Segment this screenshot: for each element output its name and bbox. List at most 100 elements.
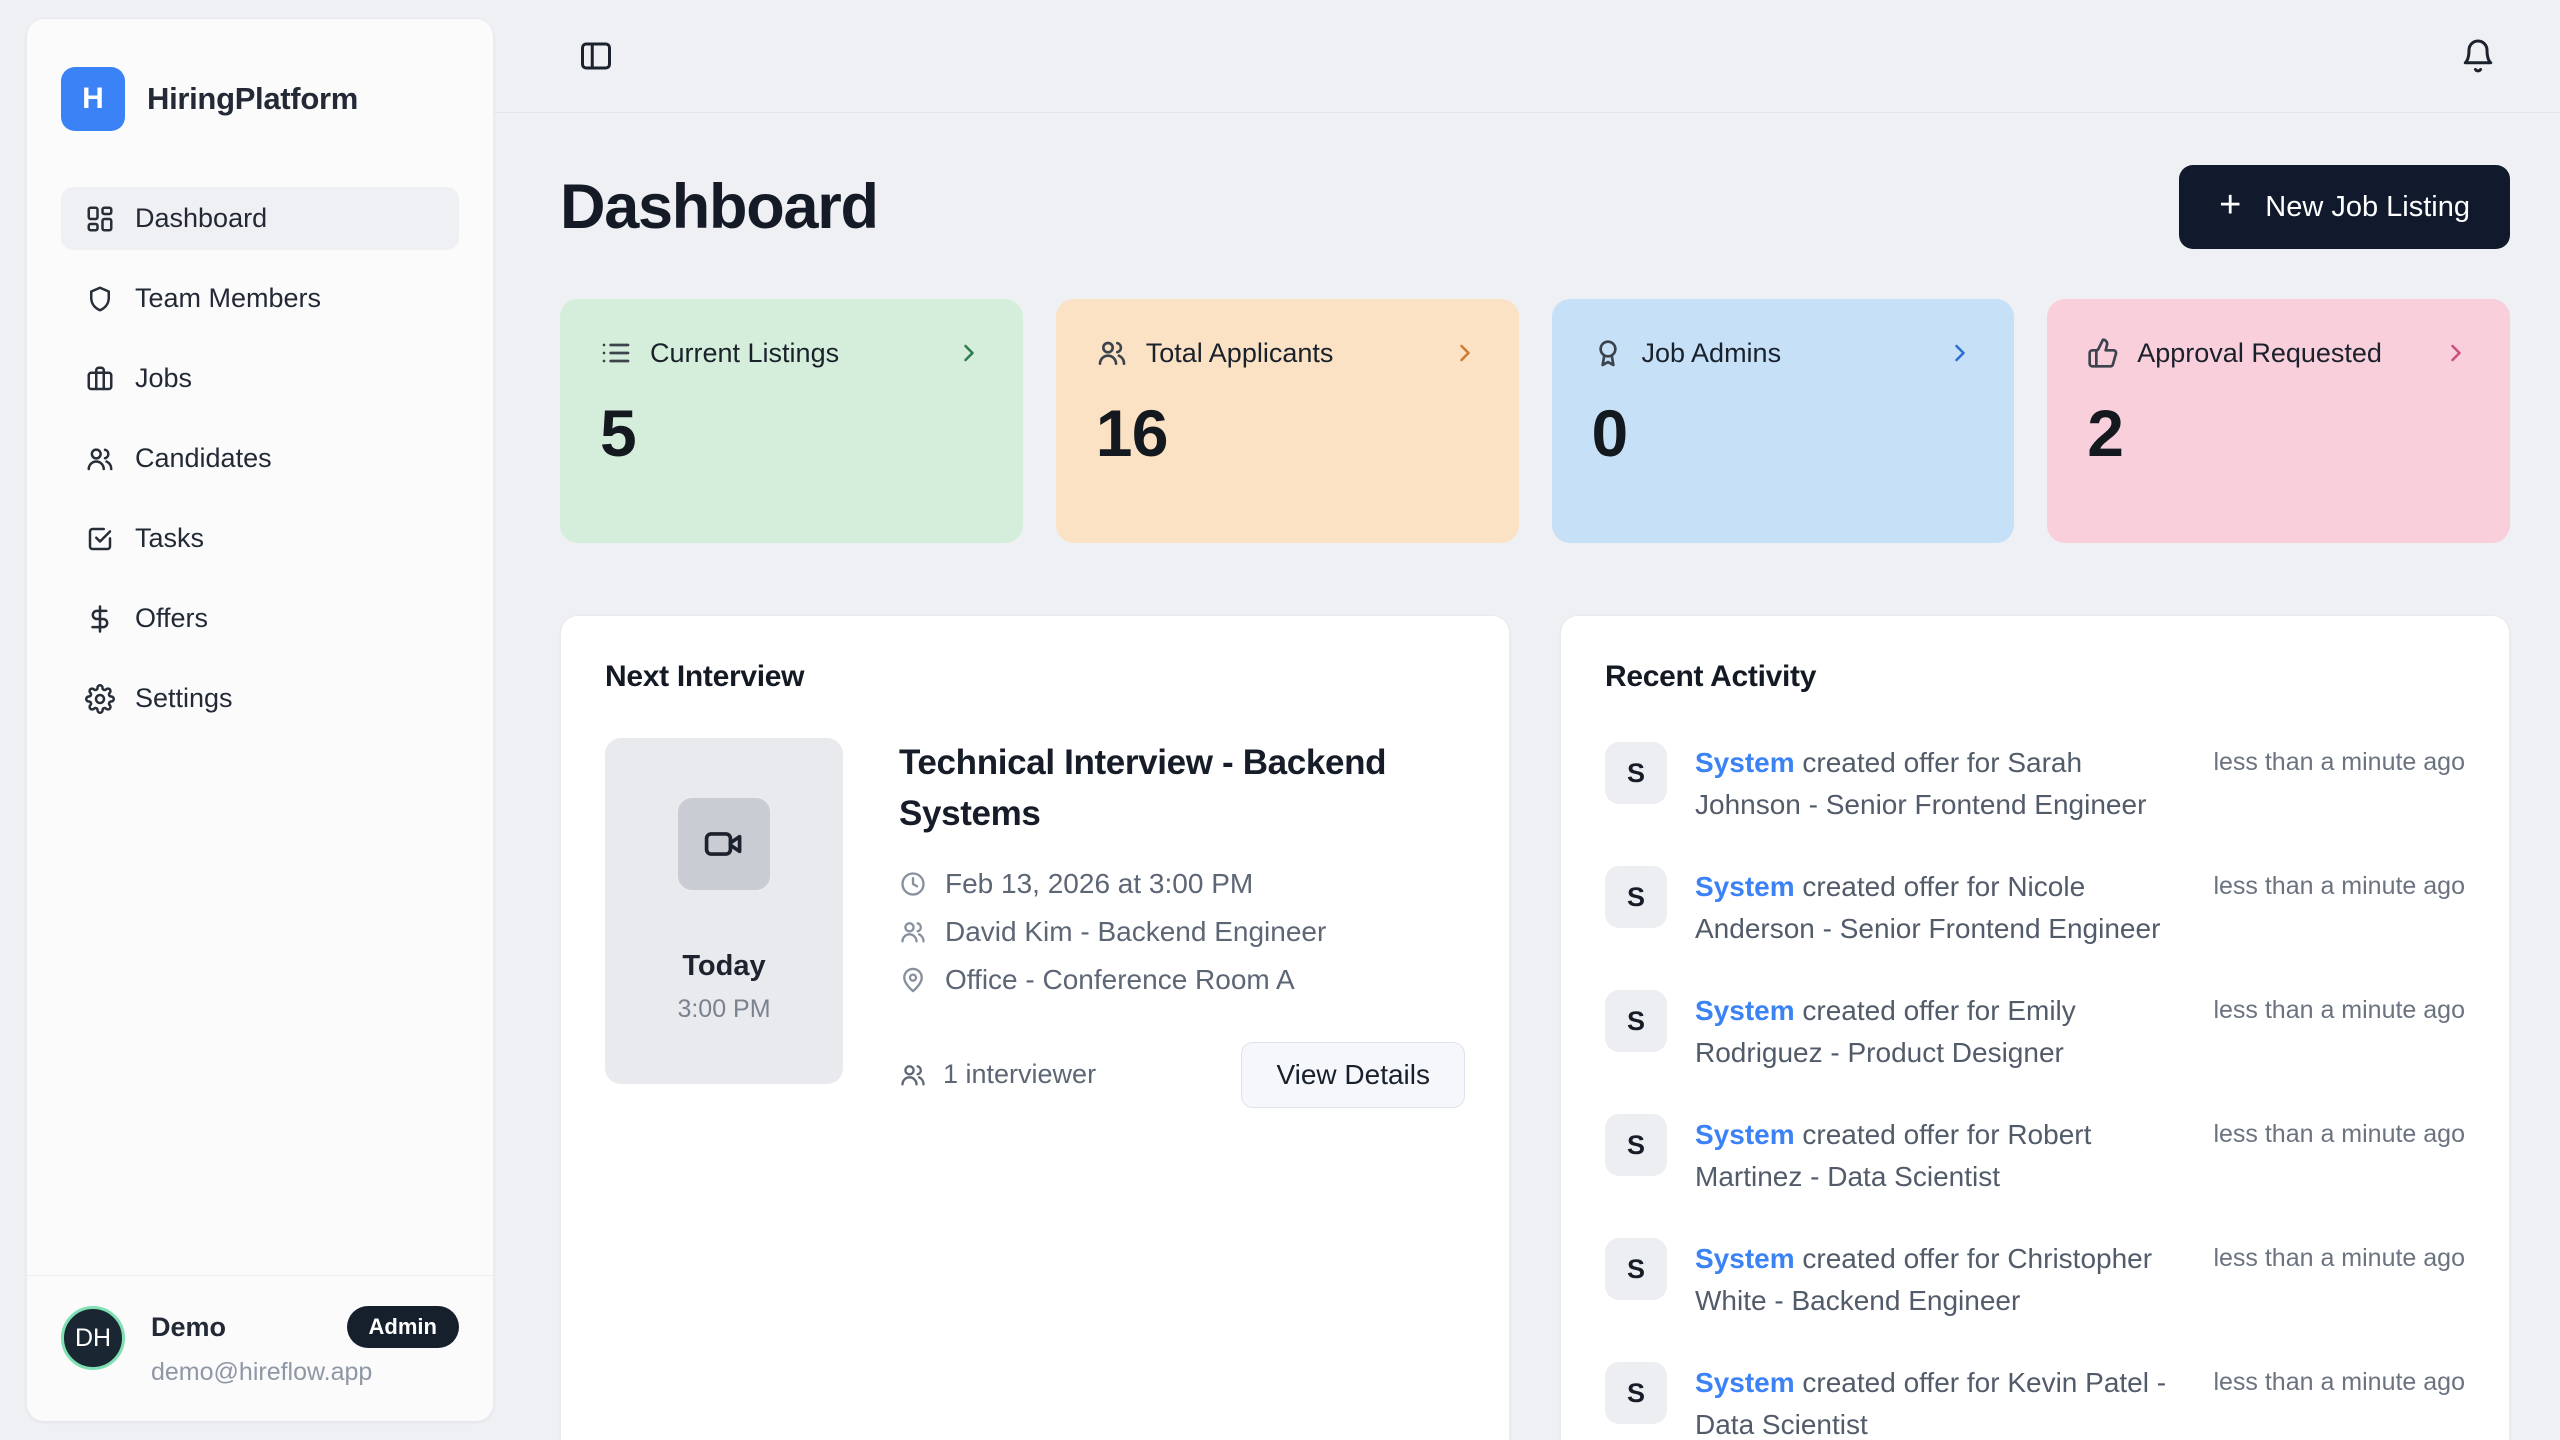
sidebar-item-tasks[interactable]: Tasks — [61, 507, 459, 570]
chevron-right-icon — [1946, 339, 1974, 367]
interview-day: Today — [682, 950, 766, 982]
recent-activity-heading: Recent Activity — [1605, 660, 1817, 693]
sidebar: H HiringPlatform Dashboard Team Members … — [26, 18, 494, 1422]
sidebar-item-label: Settings — [135, 683, 233, 713]
activity-timestamp: less than a minute ago — [2213, 872, 2465, 900]
user-email: demo@hireflow.app — [151, 1358, 373, 1386]
user-box[interactable]: DH Demo Admin demo@hireflow.app — [27, 1275, 493, 1421]
activity-avatar: S — [1605, 1114, 1667, 1176]
topbar — [494, 0, 2560, 113]
stat-card-total-applicants[interactable]: Total Applicants 16 — [1055, 299, 1519, 543]
video-camera-icon — [678, 798, 770, 890]
shield-icon — [85, 284, 115, 314]
activity-item: S System created offer for Sarah Johnson… — [1605, 742, 2465, 826]
user-name: Demo — [151, 1311, 227, 1342]
panel-left-toggle-icon[interactable] — [578, 38, 614, 74]
next-interview-panel: Next Interview Today 3:00 PM Technical I… — [560, 615, 1510, 1440]
page-title: Dashboard — [560, 172, 879, 242]
clock-icon — [899, 870, 927, 898]
activity-item: S System created offer for Kevin Patel -… — [1605, 1362, 2465, 1440]
chevron-right-icon — [955, 339, 983, 367]
dollar-icon — [85, 604, 115, 634]
chevron-right-icon — [2442, 339, 2470, 367]
map-pin-icon — [899, 966, 927, 994]
activity-item: S System created offer for Christopher W… — [1605, 1238, 2465, 1322]
activity-timestamp: less than a minute ago — [2213, 996, 2465, 1024]
sidebar-item-label: Team Members — [135, 283, 322, 313]
activity-list: S System created offer for Sarah Johnson… — [1605, 742, 2465, 1440]
activity-timestamp: less than a minute ago — [2213, 1368, 2465, 1396]
activity-actor[interactable]: System — [1695, 1119, 1795, 1150]
stat-card-current-listings[interactable]: Current Listings 5 — [560, 299, 1023, 543]
sidebar-item-label: Dashboard — [135, 203, 268, 233]
activity-item: S System created offer for Nicole Anders… — [1605, 866, 2465, 950]
users-icon — [85, 444, 115, 474]
main-content: Dashboard + New Job Listing Current List… — [494, 113, 2560, 1440]
sidebar-item-label: Tasks — [135, 523, 205, 553]
brand-name: HiringPlatform — [147, 81, 358, 116]
activity-item: S System created offer for Emily Rodrigu… — [1605, 990, 2465, 1074]
stat-value: 16 — [1095, 396, 1169, 470]
gear-icon — [85, 683, 115, 714]
sidebar-item-team-members[interactable]: Team Members — [61, 267, 459, 330]
stat-value: 2 — [2087, 396, 2124, 470]
brand: H HiringPlatform — [27, 19, 493, 187]
activity-avatar: S — [1605, 1238, 1667, 1300]
plus-icon: + — [2219, 184, 2242, 226]
brand-logo: H — [61, 67, 125, 131]
award-icon — [1592, 337, 1624, 369]
briefcase-icon — [85, 364, 115, 394]
recent-activity-panel: Recent Activity S System created offer f… — [1560, 615, 2510, 1440]
activity-timestamp: less than a minute ago — [2213, 1244, 2465, 1272]
users-icon — [899, 1061, 927, 1089]
interviewer-count: 1 interviewer — [899, 1059, 1096, 1090]
stat-label: Approval Requested — [2137, 337, 2382, 368]
stat-label: Job Admins — [1641, 337, 1782, 368]
users-icon — [1096, 337, 1128, 369]
list-icon — [600, 337, 632, 369]
bell-icon[interactable] — [2460, 38, 2496, 74]
activity-actor[interactable]: System — [1695, 1367, 1795, 1398]
sidebar-item-settings[interactable]: Settings — [61, 667, 459, 730]
avatar: DH — [61, 1306, 125, 1370]
stat-value: 5 — [600, 396, 637, 470]
sidebar-item-label: Candidates — [135, 443, 272, 473]
activity-avatar: S — [1605, 1362, 1667, 1424]
interview-person-row: David Kim - Backend Engineer — [899, 916, 1465, 948]
sidebar-item-jobs[interactable]: Jobs — [61, 347, 459, 410]
activity-actor[interactable]: System — [1695, 1243, 1795, 1274]
sidebar-nav: Dashboard Team Members Jobs Candidates T… — [27, 187, 493, 730]
sidebar-item-candidates[interactable]: Candidates — [61, 427, 459, 490]
role-badge: Admin — [346, 1306, 459, 1348]
interview-location-row: Office - Conference Room A — [899, 964, 1465, 996]
activity-timestamp: less than a minute ago — [2213, 748, 2465, 776]
activity-timestamp: less than a minute ago — [2213, 1120, 2465, 1148]
next-interview-heading: Next Interview — [605, 660, 805, 693]
stat-card-job-admins[interactable]: Job Admins 0 — [1551, 299, 2015, 543]
users-icon — [899, 918, 927, 946]
view-details-button[interactable]: View Details — [1241, 1041, 1465, 1108]
activity-actor[interactable]: System — [1695, 995, 1795, 1026]
stat-cards: Current Listings 5 Total Applicants 16 — [560, 299, 2510, 543]
activity-avatar: S — [1605, 742, 1667, 804]
stat-value: 0 — [1591, 396, 1629, 470]
activity-actor[interactable]: System — [1695, 871, 1795, 902]
dashboard-grid-icon — [85, 204, 115, 234]
chevron-right-icon — [1451, 339, 1479, 367]
new-job-listing-button[interactable]: + New Job Listing — [2179, 165, 2510, 249]
stat-label: Total Applicants — [1145, 337, 1334, 368]
sidebar-item-dashboard[interactable]: Dashboard — [61, 187, 459, 250]
sidebar-item-offers[interactable]: Offers — [61, 587, 459, 650]
activity-item: S System created offer for Robert Martin… — [1605, 1114, 2465, 1198]
stat-card-approval-requested[interactable]: Approval Requested 2 — [2047, 299, 2510, 543]
interview-datetime-row: Feb 13, 2026 at 3:00 PM — [899, 868, 1465, 900]
activity-actor[interactable]: System — [1695, 747, 1795, 778]
sidebar-item-label: Offers — [135, 603, 209, 633]
activity-avatar: S — [1605, 866, 1667, 928]
check-square-icon — [85, 524, 115, 554]
interview-title: Technical Interview - Backend Systems — [899, 743, 1387, 833]
stat-label: Current Listings — [650, 337, 840, 368]
interview-date-tile: Today 3:00 PM — [605, 738, 843, 1084]
activity-avatar: S — [1605, 990, 1667, 1052]
interview-time: 3:00 PM — [677, 995, 771, 1023]
